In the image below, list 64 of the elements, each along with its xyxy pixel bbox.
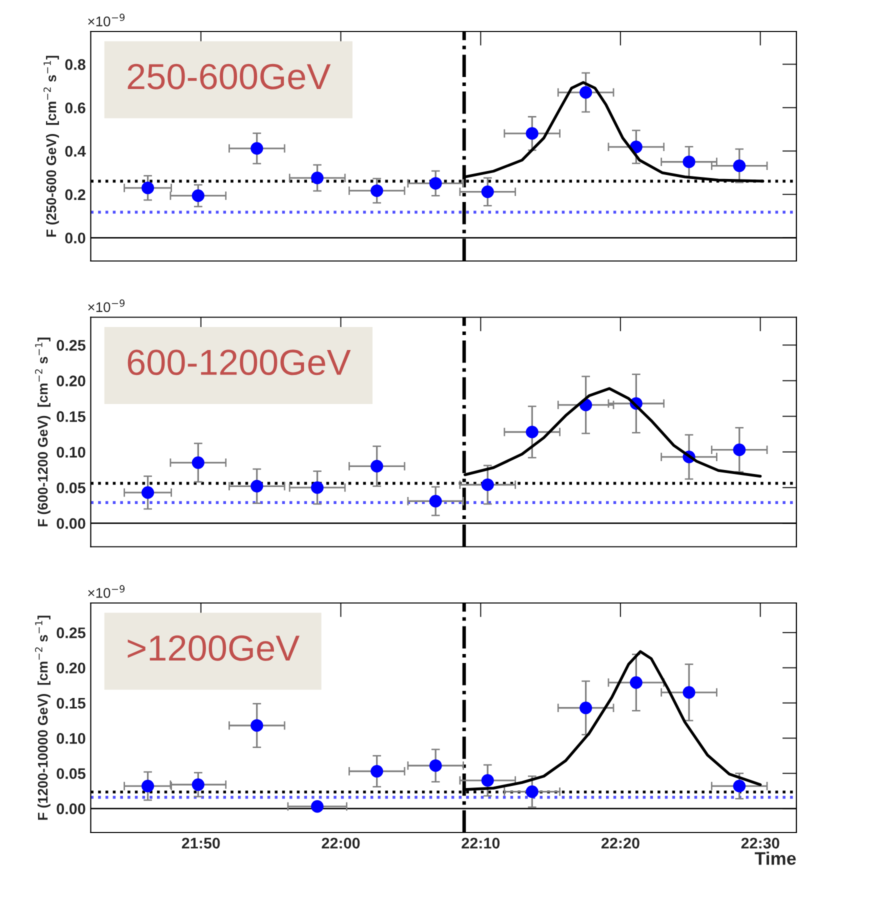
point: [481, 478, 494, 492]
point: [580, 702, 592, 714]
point: [311, 481, 324, 494]
point: [429, 494, 442, 508]
point: [142, 486, 154, 499]
x-tick-label: 22:10: [462, 838, 500, 849]
point: [370, 460, 384, 472]
point: [733, 444, 746, 456]
y-axis-title: F (600-1200 GeV) [cm$^{−2}$ s$^{−1}$]: [35, 338, 50, 526]
point: [429, 759, 442, 772]
point: [733, 780, 746, 792]
point: [733, 159, 746, 172]
x-tick-label: 22:30: [741, 838, 780, 849]
y-axis-title: F (250-600 GeV) [cm$^{−2}$ s$^{−1}$]: [44, 56, 59, 237]
y-tick-label: 0.05: [56, 768, 86, 780]
x-tick-label: 22:20: [601, 838, 640, 849]
x-tick-label: 22:00: [322, 838, 360, 849]
point: [526, 426, 538, 438]
point: [370, 184, 384, 197]
y-tick-label: 0.25: [56, 340, 86, 351]
annotation: 250-600GeV: [128, 64, 331, 90]
point: [682, 156, 696, 168]
y-tick-label: 0.05: [56, 482, 86, 494]
point: [250, 719, 264, 732]
y-tick-label: 0.2: [65, 189, 86, 200]
text: ×10$^{−9}$: [88, 585, 125, 598]
point: [481, 186, 494, 198]
text: ×10$^{−9}$: [88, 299, 125, 312]
y-tick-label: 0.00: [56, 803, 86, 814]
y-tick-label: 0.8: [65, 59, 86, 70]
point: [142, 780, 154, 792]
point: [192, 456, 204, 469]
point: [481, 774, 494, 787]
y-tick-label: 0.6: [65, 102, 86, 114]
x-tick-label: 21:50: [182, 838, 220, 849]
y-tick-label: 0.20: [56, 662, 86, 674]
point: [311, 172, 324, 184]
y-tick-label: 0.20: [56, 376, 86, 386]
y-tick-label: 0.15: [56, 698, 86, 709]
point: [429, 177, 442, 190]
y-tick-label: 0.4: [65, 146, 86, 157]
y-tick-label: 0.25: [56, 627, 86, 638]
point: [630, 676, 642, 689]
point: [142, 182, 154, 194]
y-tick-label: 0.0: [65, 232, 86, 244]
point: [526, 785, 538, 798]
point: [682, 686, 696, 699]
y-tick-label: 0.00: [56, 518, 86, 529]
point: [311, 800, 324, 813]
y-axis-title: F (1200-10000 GeV) [cm$^{−2}$ s$^{−1}$]: [35, 616, 50, 820]
annotation: 600-1200GeV: [128, 350, 351, 376]
y-tick-label: 0.15: [56, 411, 86, 422]
y-tick-label: 0.10: [56, 733, 86, 744]
point: [192, 189, 204, 202]
point: [250, 480, 264, 492]
annotation: >1200GeV: [128, 635, 300, 661]
text: ×10$^{−9}$: [88, 14, 125, 26]
point: [192, 778, 204, 791]
y-tick-label: 0.10: [56, 446, 86, 458]
point: [370, 764, 384, 778]
point: [250, 142, 264, 155]
point: [526, 127, 538, 140]
x-axis-title: Time: [754, 852, 796, 865]
point: [580, 86, 592, 99]
